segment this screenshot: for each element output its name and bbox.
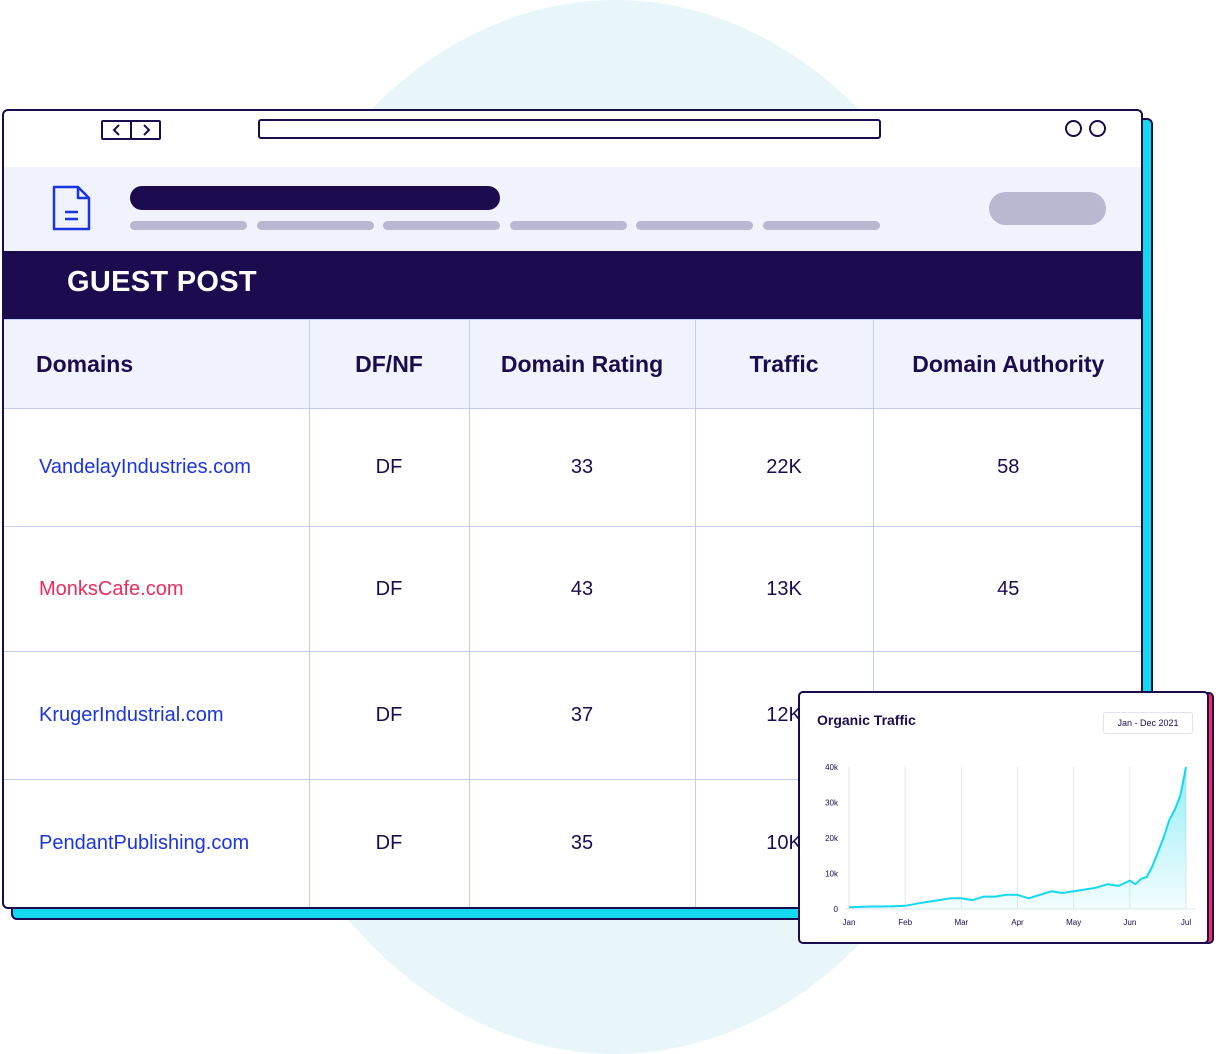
traffic-cell: 13K	[694, 526, 874, 652]
domain-link[interactable]: MonksCafe.com	[4, 526, 310, 652]
organic-traffic-chart: Jan Feb Mar Apr May Jun Jul 0 10k 20k 30k 40k	[825, 763, 1196, 927]
x-tick-label: Mar	[954, 918, 968, 927]
y-tick-label: 0	[834, 905, 839, 914]
organic-traffic-card: Organic Traffic Jan - Dec 2021 Jan Feb Mar…	[798, 691, 1209, 944]
x-tick-label: Apr	[1011, 918, 1024, 927]
section-banner: GUEST POST	[4, 251, 1141, 319]
banner-title: GUEST POST	[67, 266, 257, 298]
y-tick-label: 30k	[825, 799, 839, 808]
column-header-df-nf: DF/NF	[308, 319, 470, 409]
domain-rating-cell: 37	[468, 651, 696, 780]
traffic-area	[849, 767, 1186, 909]
domain-link[interactable]: PendantPublishing.com	[4, 779, 310, 907]
traffic-cell: 22K	[694, 408, 874, 527]
column-header-domains: Domains	[4, 319, 310, 409]
domain-link[interactable]: VandelayIndustries.com	[4, 408, 310, 527]
chevron-left-icon[interactable]	[103, 122, 132, 138]
df-nf-cell: DF	[308, 526, 470, 652]
x-tick-label: Jun	[1123, 918, 1136, 927]
y-tick-label: 10k	[825, 870, 839, 879]
breadcrumb-placeholder	[257, 221, 374, 230]
url-bar[interactable]	[258, 119, 881, 139]
window-control-circle[interactable]	[1089, 120, 1106, 137]
breadcrumb-placeholder	[130, 221, 247, 230]
domain-rating-cell: 43	[468, 526, 696, 652]
df-nf-cell: DF	[308, 651, 470, 780]
domain-rating-cell: 35	[468, 779, 696, 907]
x-tick-label: Jan	[843, 918, 856, 927]
y-tick-label: 40k	[825, 763, 839, 772]
traffic-series-line	[848, 766, 1187, 909]
x-tick-label: May	[1066, 918, 1081, 927]
column-header-traffic: Traffic	[694, 319, 874, 409]
column-header-domain-authority: Domain Authority	[872, 319, 1141, 409]
y-tick-label: 20k	[825, 834, 839, 843]
breadcrumb-placeholder	[510, 221, 627, 230]
domain-rating-cell: 33	[468, 408, 696, 527]
table-row: VandelayIndustries.com DF 33 22K 58	[4, 408, 1141, 527]
chevron-right-icon[interactable]	[132, 122, 159, 138]
df-nf-cell: DF	[308, 408, 470, 527]
document-icon	[52, 185, 91, 231]
df-nf-cell: DF	[308, 779, 470, 907]
breadcrumb-placeholder	[763, 221, 880, 230]
title-placeholder-bar	[130, 186, 500, 210]
breadcrumb-placeholder	[636, 221, 753, 230]
table-header-row: Domains DF/NF Domain Rating Traffic Doma…	[4, 319, 1141, 409]
column-header-domain-rating: Domain Rating	[468, 319, 696, 409]
chart-title: Organic Traffic	[817, 712, 916, 728]
nav-arrows	[101, 120, 161, 140]
domain-authority-cell: 58	[872, 408, 1141, 527]
breadcrumb-placeholder	[383, 221, 500, 230]
domain-link[interactable]: KrugerIndustrial.com	[4, 651, 310, 780]
header-button-placeholder[interactable]	[989, 192, 1106, 225]
date-range-selector[interactable]: Jan - Dec 2021	[1103, 712, 1193, 734]
window-control-circle[interactable]	[1065, 120, 1082, 137]
x-tick-label: Jul	[1181, 918, 1191, 927]
table-row: MonksCafe.com DF 43 13K 45	[4, 526, 1141, 652]
page-header	[4, 167, 1141, 251]
domain-authority-cell: 45	[872, 526, 1141, 652]
x-tick-label: Feb	[898, 918, 912, 927]
